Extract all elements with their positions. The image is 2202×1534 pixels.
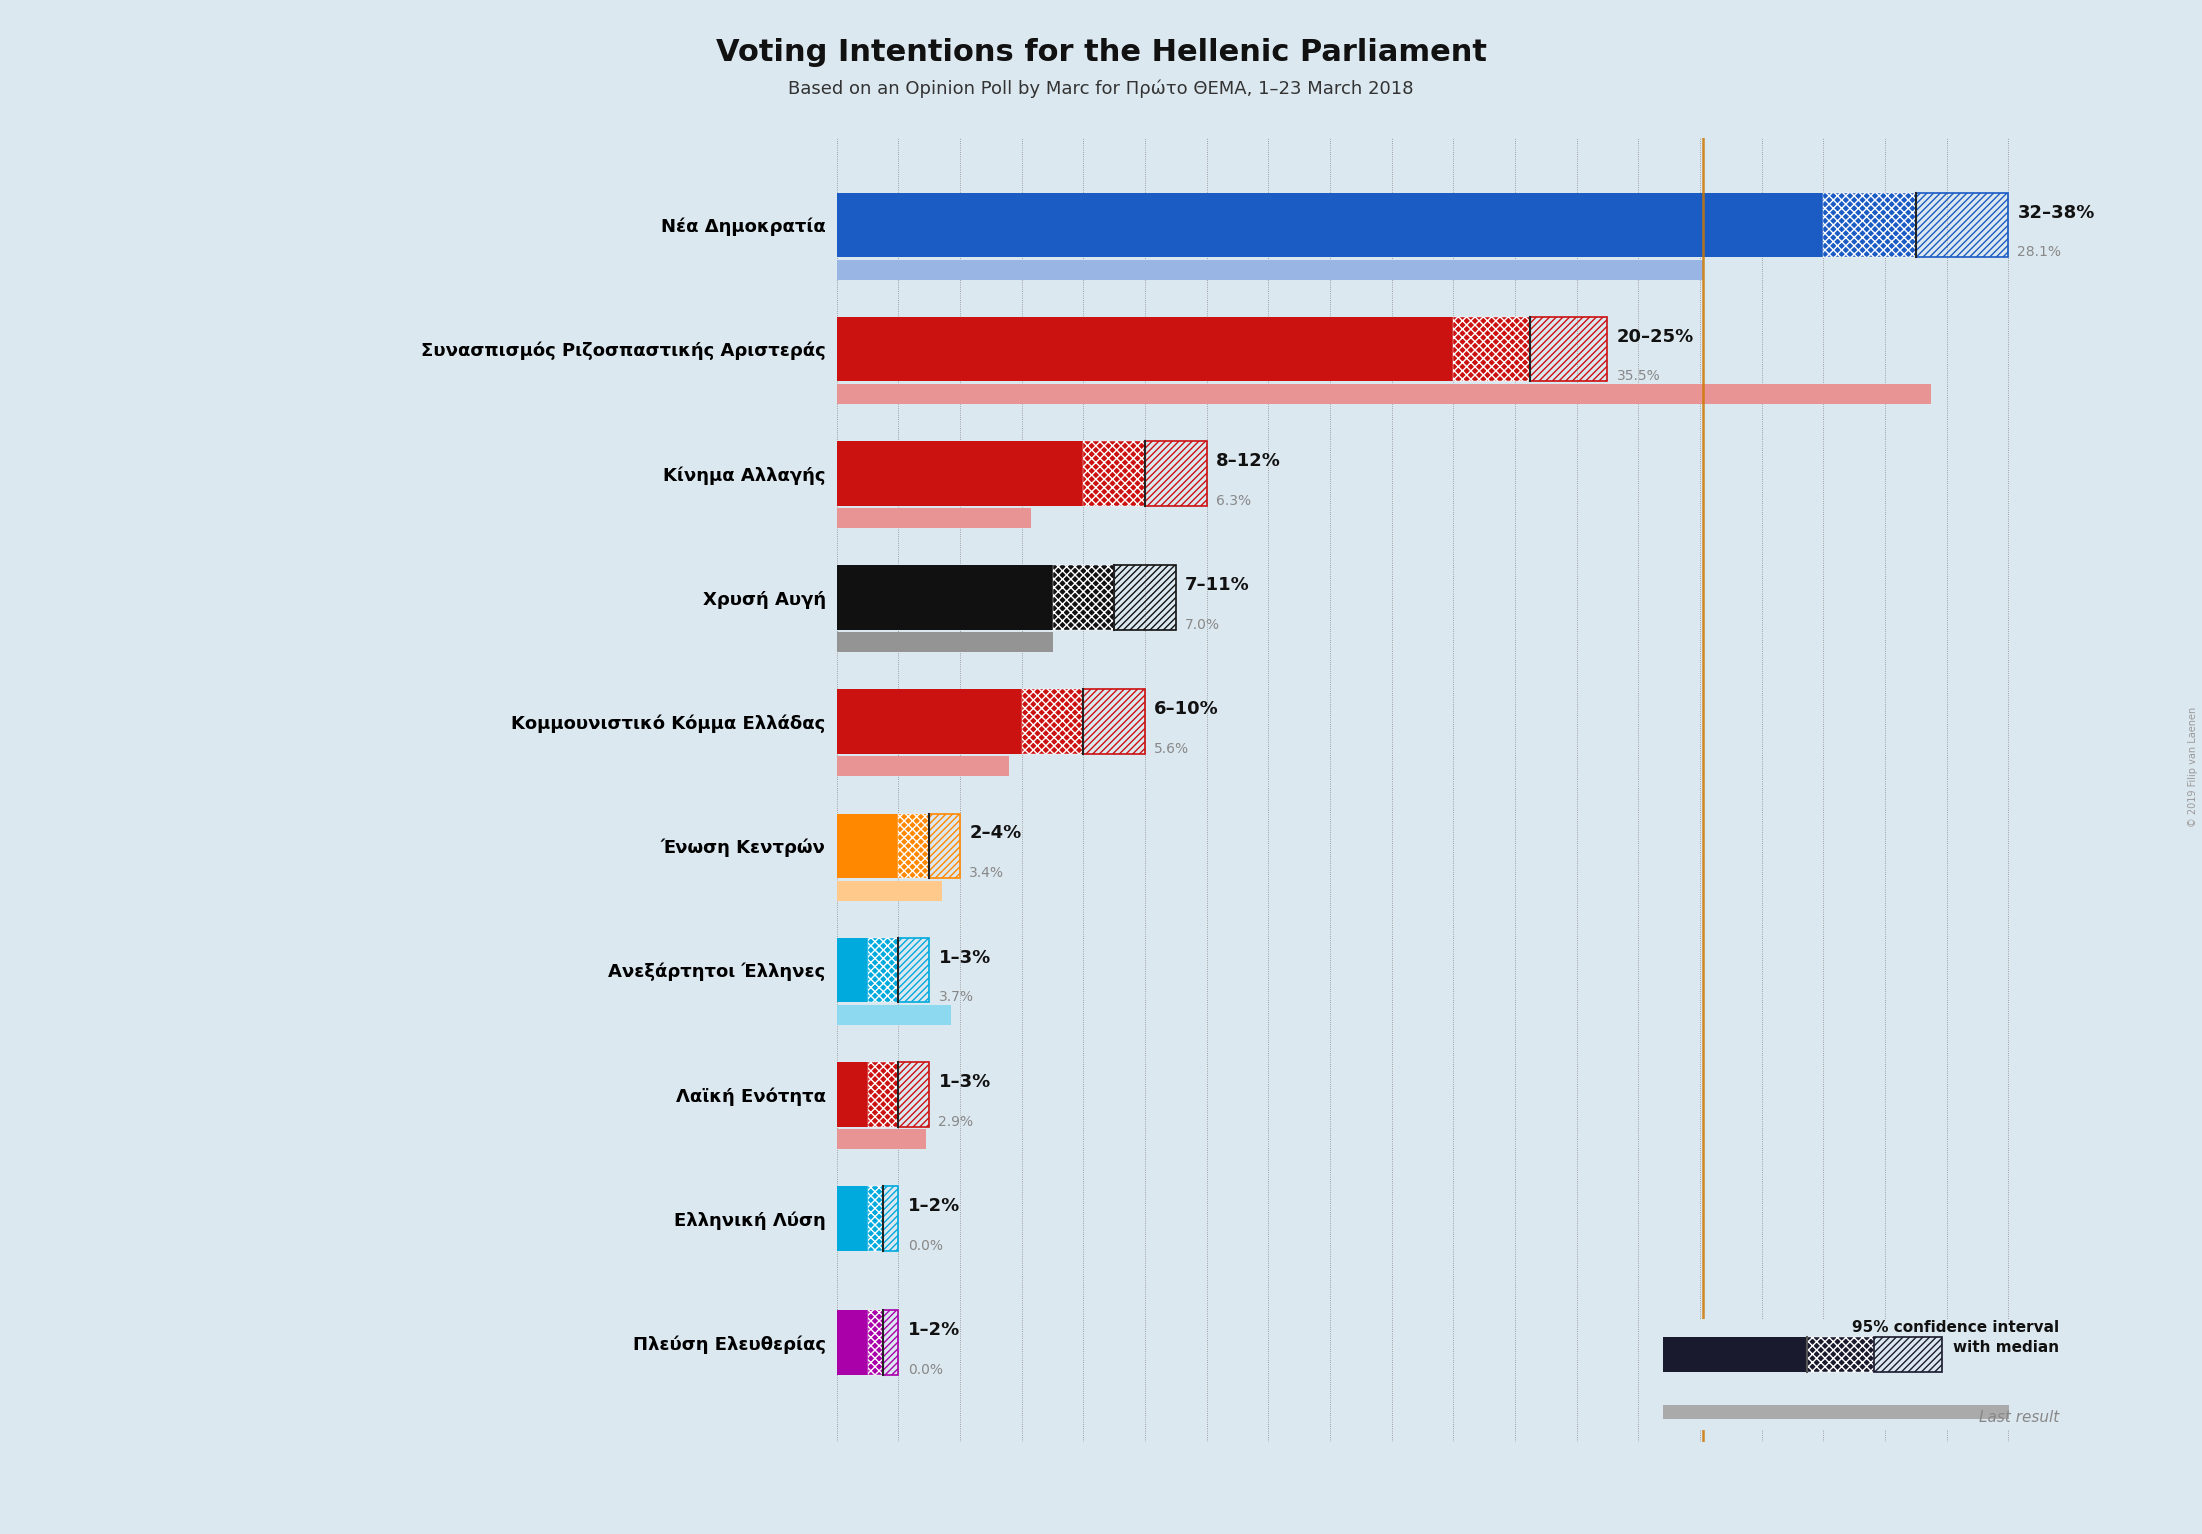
Text: 7.0%: 7.0%	[1185, 618, 1220, 632]
Text: 1–3%: 1–3%	[938, 1072, 991, 1091]
Text: 0.0%: 0.0%	[907, 1362, 942, 1378]
Text: 0.0%: 0.0%	[907, 1239, 942, 1253]
Bar	[1663, 1405, 2008, 1419]
Bar	[1808, 1336, 1874, 1371]
Bar	[837, 384, 1931, 403]
Text: 20–25%: 20–25%	[1616, 328, 1693, 345]
Bar	[898, 813, 929, 877]
Bar	[837, 442, 1083, 506]
Text: 8–12%: 8–12%	[1216, 453, 1282, 469]
Bar	[837, 193, 1823, 258]
Text: Based on an Opinion Poll by Marc for Πρώτο ΘΕΜΑ, 1–23 March 2018: Based on an Opinion Poll by Marc for Πρώ…	[788, 80, 1414, 98]
Text: Voting Intentions for the Hellenic Parliament: Voting Intentions for the Hellenic Parli…	[716, 38, 1486, 67]
Bar	[1083, 689, 1145, 755]
Bar	[883, 1186, 898, 1250]
Text: 7–11%: 7–11%	[1185, 577, 1251, 594]
Bar	[837, 881, 942, 900]
Bar	[1022, 689, 1083, 755]
Bar	[837, 1310, 868, 1374]
Text: 1–3%: 1–3%	[938, 948, 991, 966]
Text: 2–4%: 2–4%	[969, 824, 1022, 842]
Bar	[837, 508, 1031, 528]
Text: 32–38%: 32–38%	[2017, 204, 2094, 221]
Bar	[868, 1310, 883, 1374]
Bar	[898, 1062, 929, 1126]
Bar	[1053, 565, 1114, 630]
Bar	[883, 1310, 898, 1374]
Bar	[1145, 442, 1207, 506]
Bar	[837, 565, 1053, 630]
Text: 6.3%: 6.3%	[1216, 494, 1251, 508]
Text: Last result: Last result	[1980, 1410, 2059, 1425]
Bar	[837, 1186, 868, 1250]
Text: 1–2%: 1–2%	[907, 1197, 960, 1215]
Text: 3.4%: 3.4%	[969, 867, 1004, 881]
Bar	[1663, 1336, 1808, 1371]
Bar	[868, 1062, 898, 1126]
Text: © 2019 Filip van Laenen: © 2019 Filip van Laenen	[2187, 707, 2198, 827]
Text: 28.1%: 28.1%	[2017, 245, 2061, 259]
Bar	[1916, 193, 2008, 258]
Bar	[837, 689, 1022, 755]
Bar	[837, 259, 1702, 279]
Bar	[868, 937, 898, 1002]
Text: 95% confidence interval
with median: 95% confidence interval with median	[1852, 1321, 2059, 1355]
Bar	[837, 756, 1009, 776]
Bar	[898, 937, 929, 1002]
Bar	[837, 937, 868, 1002]
Bar	[837, 1129, 927, 1149]
Text: 3.7%: 3.7%	[938, 991, 973, 1005]
Bar	[1114, 565, 1176, 630]
Text: 5.6%: 5.6%	[1154, 742, 1189, 756]
Bar	[837, 813, 898, 877]
Bar	[929, 813, 960, 877]
Bar	[1083, 442, 1145, 506]
Bar	[837, 1062, 868, 1126]
Bar	[1453, 318, 1530, 382]
Text: 6–10%: 6–10%	[1154, 701, 1220, 718]
Bar	[837, 318, 1453, 382]
Bar	[837, 1005, 951, 1025]
Bar	[1823, 193, 1916, 258]
Text: 2.9%: 2.9%	[938, 1115, 973, 1129]
Bar	[837, 632, 1053, 652]
Bar	[868, 1186, 883, 1250]
Bar	[1874, 1336, 1942, 1371]
Text: 1–2%: 1–2%	[907, 1321, 960, 1339]
Bar	[1530, 318, 1607, 382]
Text: 35.5%: 35.5%	[1616, 370, 1660, 384]
